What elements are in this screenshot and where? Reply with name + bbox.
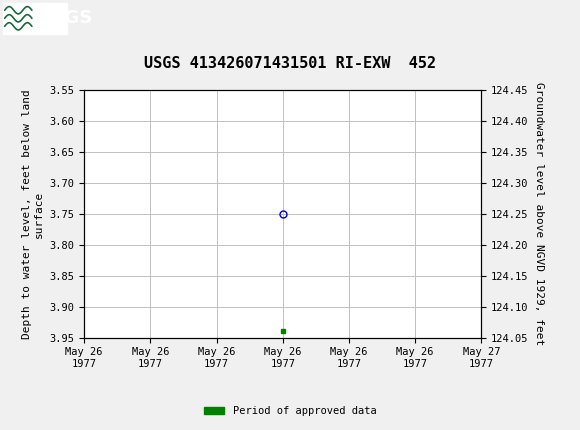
Y-axis label: Groundwater level above NGVD 1929, feet: Groundwater level above NGVD 1929, feet: [534, 82, 544, 346]
Text: USGS 413426071431501 RI-EXW  452: USGS 413426071431501 RI-EXW 452: [144, 56, 436, 71]
FancyBboxPatch shape: [3, 3, 67, 34]
Y-axis label: Depth to water level, feet below land
surface: Depth to water level, feet below land su…: [22, 89, 44, 339]
Text: USGS: USGS: [38, 9, 93, 27]
Legend: Period of approved data: Period of approved data: [200, 402, 380, 421]
